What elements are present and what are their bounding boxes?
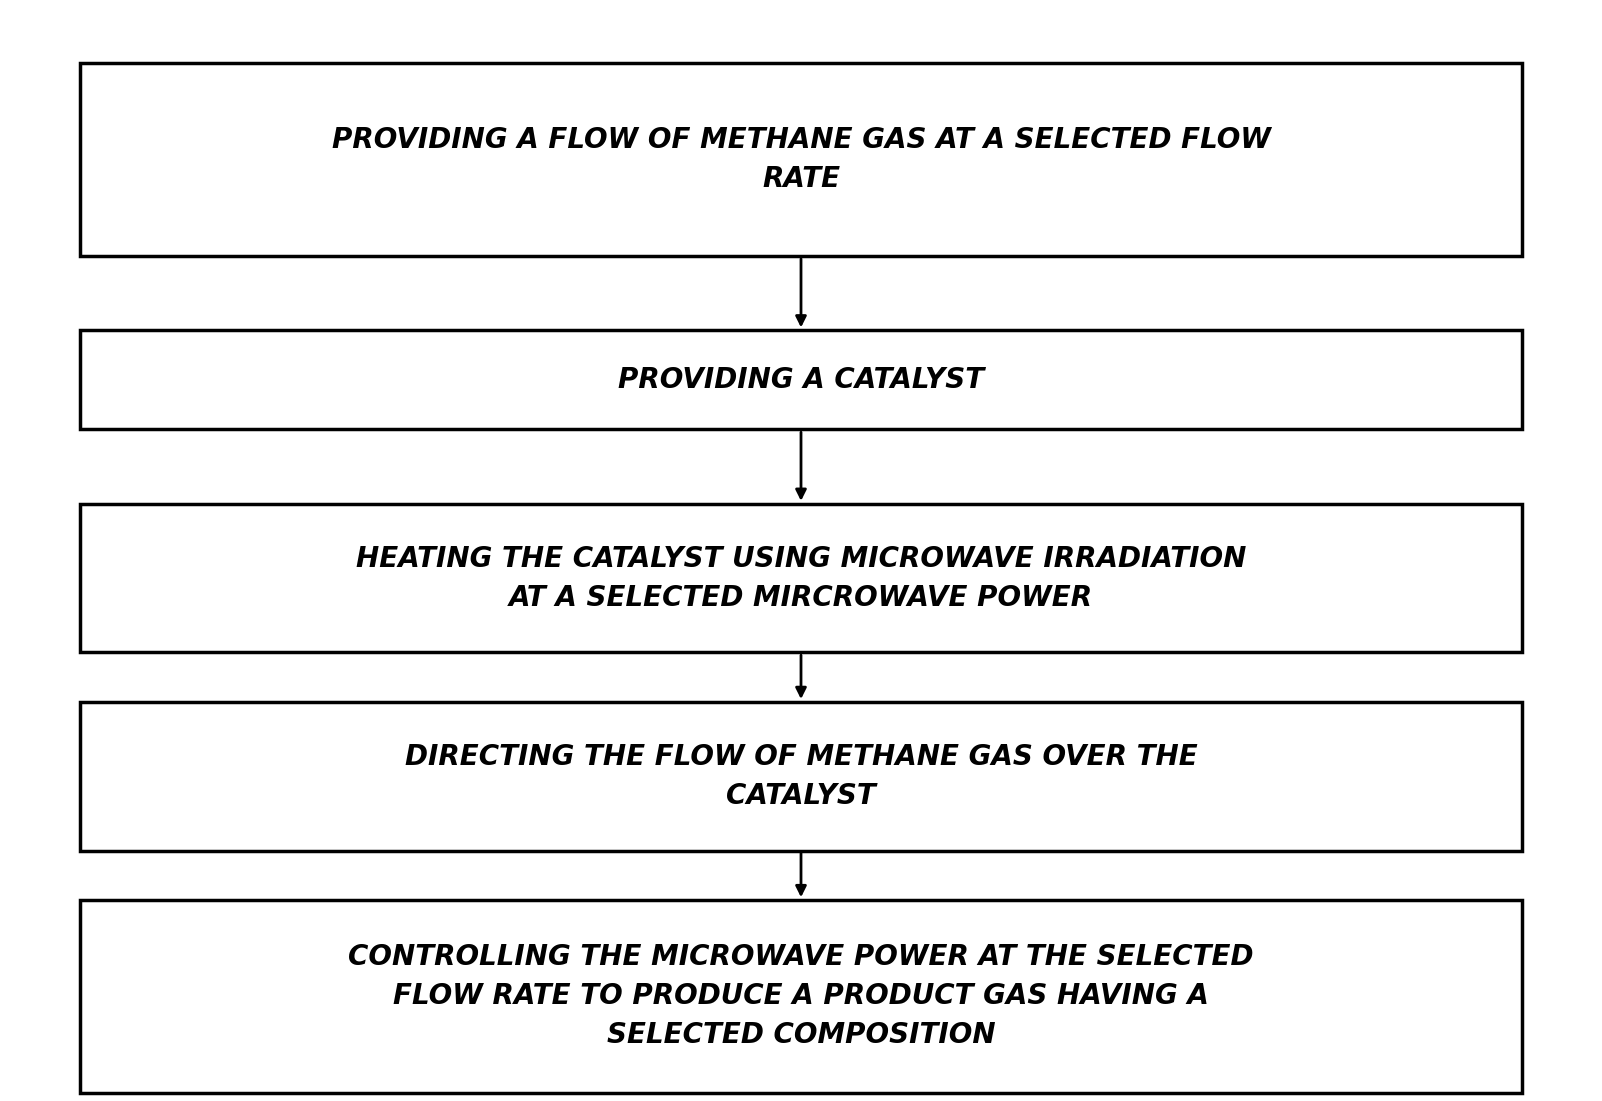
- FancyBboxPatch shape: [80, 330, 1522, 429]
- Text: CONTROLLING THE MICROWAVE POWER AT THE SELECTED
FLOW RATE TO PRODUCE A PRODUCT G: CONTROLLING THE MICROWAVE POWER AT THE S…: [348, 944, 1254, 1049]
- FancyBboxPatch shape: [80, 504, 1522, 652]
- Text: PROVIDING A FLOW OF METHANE GAS AT A SELECTED FLOW
RATE: PROVIDING A FLOW OF METHANE GAS AT A SEL…: [332, 127, 1270, 193]
- Text: PROVIDING A CATALYST: PROVIDING A CATALYST: [618, 366, 984, 394]
- Text: HEATING THE CATALYST USING MICROWAVE IRRADIATION
AT A SELECTED MIRCROWAVE POWER: HEATING THE CATALYST USING MICROWAVE IRR…: [356, 545, 1246, 611]
- FancyBboxPatch shape: [80, 901, 1522, 1092]
- FancyBboxPatch shape: [80, 702, 1522, 850]
- FancyBboxPatch shape: [80, 64, 1522, 257]
- Text: DIRECTING THE FLOW OF METHANE GAS OVER THE
CATALYST: DIRECTING THE FLOW OF METHANE GAS OVER T…: [405, 743, 1197, 809]
